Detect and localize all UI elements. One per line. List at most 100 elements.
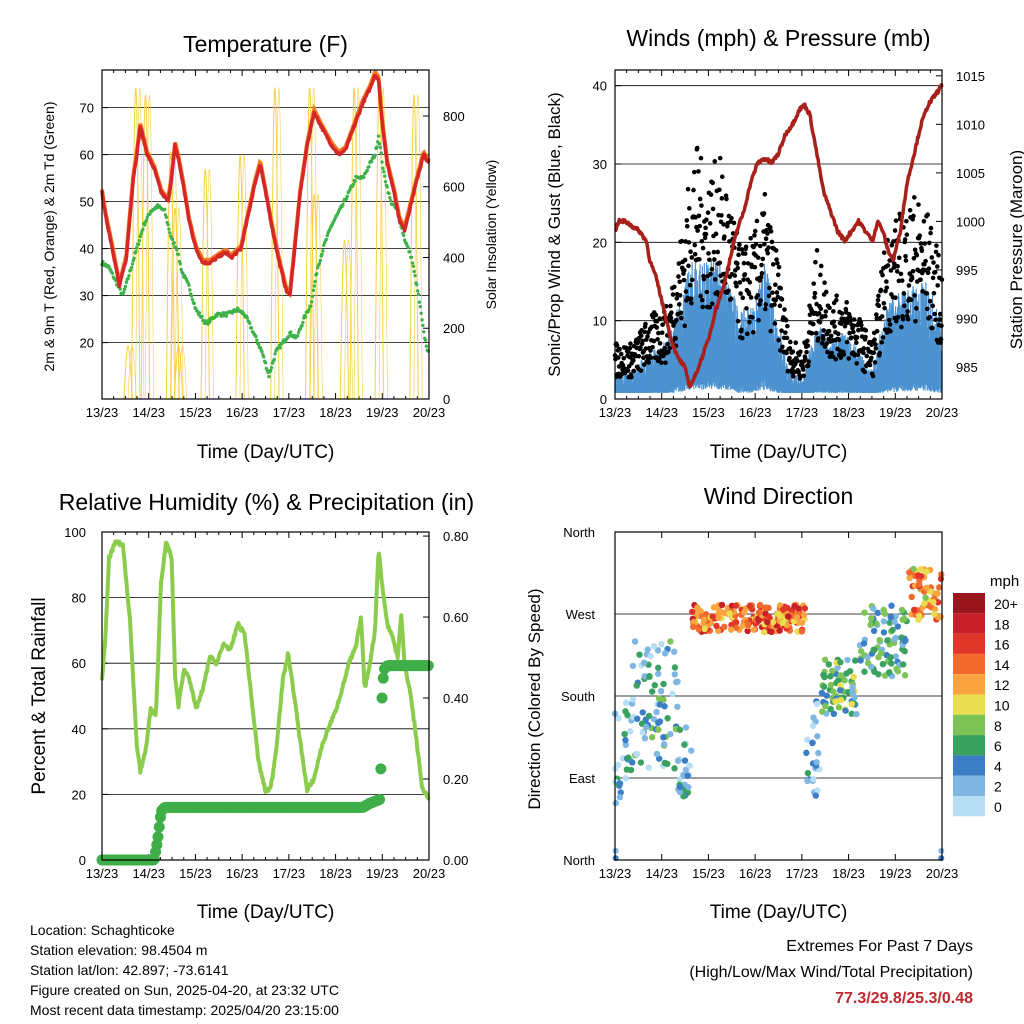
y2-tick-label: 600: [443, 180, 465, 195]
y-tick-label: 50: [80, 195, 94, 210]
direction-point: [727, 626, 735, 633]
direction-point: [845, 689, 852, 696]
dewpoint-point: [224, 314, 229, 318]
y-tick-label: 20: [72, 787, 86, 802]
solar-insolation-line: [178, 345, 187, 400]
gust-point: [937, 317, 943, 322]
gust-point: [750, 330, 756, 335]
dewpoint-point: [378, 145, 382, 150]
gust-point: [666, 349, 671, 355]
x-tick-label: 14/23: [132, 405, 165, 420]
gust-point: [703, 231, 709, 237]
dewpoint-point: [118, 287, 122, 291]
gust-point: [880, 272, 885, 278]
gust-point: [739, 327, 744, 333]
gust-point: [928, 225, 934, 231]
dewpoint-point: [126, 276, 130, 281]
colorbar-label: 18: [994, 616, 1010, 632]
dewpoint-point: [367, 165, 371, 169]
gust-point: [858, 322, 864, 328]
direction-point: [714, 627, 722, 635]
gust-point: [663, 360, 668, 366]
gust-point: [938, 336, 944, 342]
direction-point: [846, 667, 854, 675]
gust-point: [734, 283, 739, 289]
direction-point: [755, 609, 763, 616]
gust-point: [766, 293, 772, 299]
dewpoint-point: [137, 238, 142, 243]
gust-point: [787, 346, 793, 351]
gust-point: [697, 257, 702, 262]
gust-point: [692, 242, 698, 248]
gust-point: [697, 196, 703, 202]
y-tick-label: South: [561, 689, 595, 704]
direction-point: [830, 688, 837, 695]
gust-point: [711, 249, 717, 255]
gust-point: [785, 323, 790, 329]
gust-point: [772, 321, 778, 326]
gust-point: [916, 202, 921, 207]
gust-point: [699, 297, 705, 303]
x-axis-label: Time (Day/UTC): [710, 442, 848, 463]
gust-point: [688, 296, 694, 302]
gust-point: [766, 245, 771, 250]
dewpoint-point: [312, 284, 316, 288]
gust-point: [656, 330, 661, 336]
direction-point: [813, 700, 821, 708]
direction-point: [938, 847, 945, 854]
gust-point: [769, 239, 775, 245]
gust-point: [783, 317, 789, 323]
gust-point: [646, 360, 652, 365]
colorbar-label: 4: [994, 758, 1002, 774]
gust-point: [931, 260, 936, 265]
direction-point: [657, 687, 665, 695]
gust-point: [686, 263, 691, 269]
dewpoint-point: [168, 231, 172, 235]
gust-point: [922, 241, 928, 246]
direction-point: [700, 616, 708, 624]
direction-point: [809, 739, 816, 747]
gust-point: [810, 321, 816, 327]
solar-insolation-line: [235, 154, 245, 400]
dewpoint-point: [406, 245, 410, 250]
gust-point: [755, 293, 761, 298]
gust-point: [719, 213, 724, 218]
gust-point: [762, 191, 768, 197]
solar-insolation-line: [140, 94, 151, 400]
dewpoint-point: [412, 269, 416, 274]
dewpoint-point: [409, 255, 414, 259]
pressure-line: [613, 83, 944, 389]
gust-point: [836, 331, 841, 337]
x-tick-label: 20/23: [926, 405, 959, 420]
gust-point: [699, 203, 704, 208]
direction-point: [633, 682, 640, 689]
dewpoint-point: [122, 290, 126, 294]
gust-point: [735, 265, 741, 271]
direction-point: [886, 669, 893, 676]
station-elevation: Station elevation: 98.4504 m: [30, 942, 208, 958]
gust-point: [785, 368, 791, 374]
direction-point: [651, 682, 659, 689]
gust-point: [933, 317, 938, 322]
colorbar-label: 12: [994, 677, 1010, 693]
gust-point: [700, 245, 706, 251]
dewpoint-point: [320, 252, 324, 256]
direction-point: [744, 621, 752, 629]
gust-point: [855, 352, 861, 357]
x-tick-label: 15/23: [179, 405, 212, 420]
gust-point: [662, 345, 667, 351]
direction-point: [685, 783, 692, 791]
direction-point: [837, 696, 845, 704]
dewpoint-point: [415, 289, 420, 293]
gust-point: [712, 159, 718, 164]
gust-point: [627, 345, 633, 351]
direction-point: [853, 710, 860, 718]
x-tick-label: 20/23: [413, 866, 446, 881]
colorbar: mph 20+ 18 16 14 12 10 8 6 4 2 0: [953, 573, 1019, 817]
gust-point: [715, 249, 720, 255]
gust-point: [686, 240, 692, 245]
direction-point: [710, 604, 718, 611]
dewpoint-point: [411, 264, 416, 269]
precip-point: [375, 763, 387, 775]
direction-point: [804, 736, 811, 743]
